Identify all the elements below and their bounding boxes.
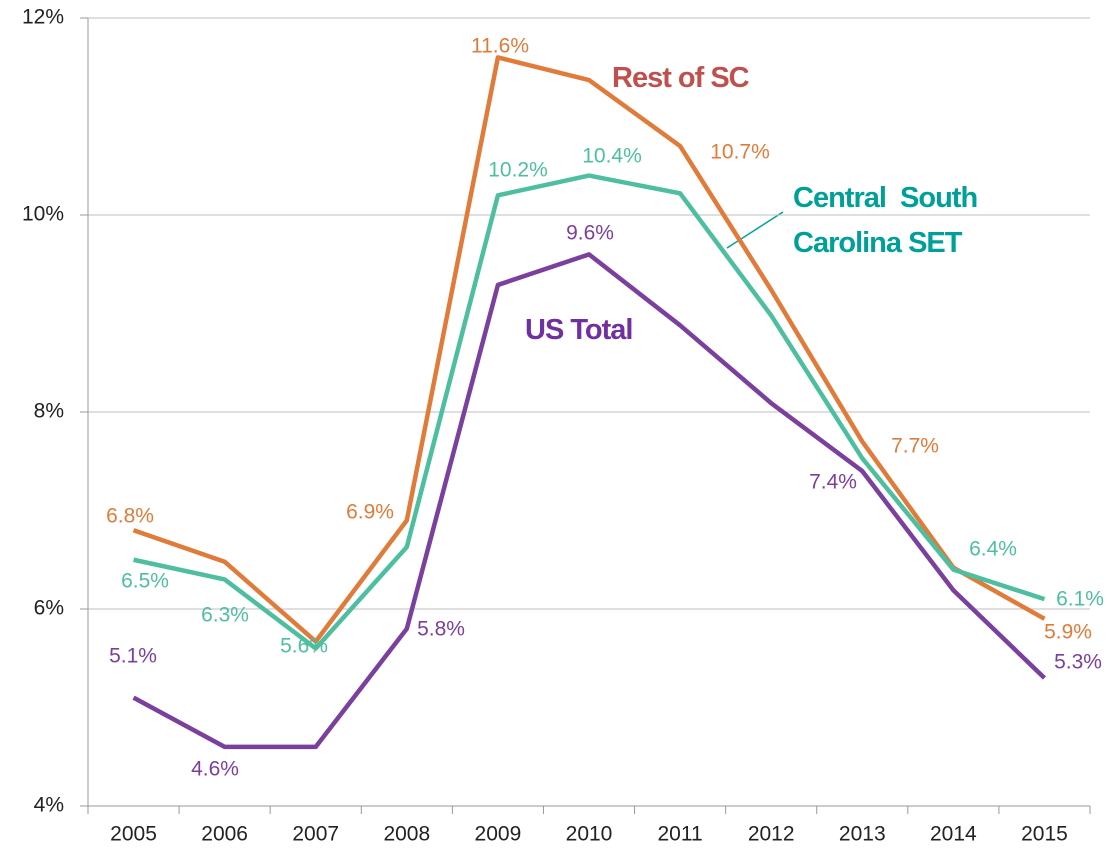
data-label: 6.5% [121,570,169,593]
y-tick-label: 12% [22,6,64,29]
y-tick-label: 8% [34,400,64,423]
series-label: Central South Carolina SET [793,182,985,259]
series-line [132,55,1046,644]
x-tick-label: 2010 [566,823,613,846]
data-label: 6.8% [106,505,154,528]
x-tick-label: 2012 [748,823,795,846]
data-label: 6.9% [346,501,394,524]
data-label: 10.4% [582,145,642,168]
data-label: 7.7% [891,435,939,458]
x-tick-label: 2014 [930,823,977,846]
x-tick-label: 2009 [475,823,522,846]
x-tick-label: 2006 [201,823,248,846]
data-label: 10.7% [710,141,770,164]
data-label: 6.1% [1056,588,1104,611]
data-label: 4.6% [191,758,239,781]
y-tick-label: 4% [34,794,64,817]
data-label: 6.3% [201,604,249,627]
x-tick-label: 2013 [839,823,886,846]
series-label: US Total [525,314,633,346]
y-tick-label: 10% [22,203,64,226]
leader-line [726,211,784,249]
data-label: 10.2% [488,159,548,182]
series-line [133,173,1046,651]
x-tick-label: 2008 [383,823,430,846]
x-tick-label: 2015 [1021,823,1068,846]
data-label: 5.9% [1044,621,1092,644]
data-label: 5.8% [417,618,465,641]
data-label: 9.6% [566,222,614,245]
data-label: 7.4% [809,471,857,494]
x-tick-label: 2007 [292,823,339,846]
data-label: 5.1% [109,645,157,668]
data-label: 5.3% [1054,651,1102,674]
series-label: Rest of SC [612,62,750,94]
x-tick-label: 2011 [658,823,703,846]
data-label: 5.6% [280,635,328,658]
data-label: 11.6% [471,35,529,58]
x-tick-label: 2005 [110,823,157,846]
data-label: 6.4% [969,538,1017,561]
series-line [132,252,1047,750]
y-tick-label: 6% [34,597,64,620]
